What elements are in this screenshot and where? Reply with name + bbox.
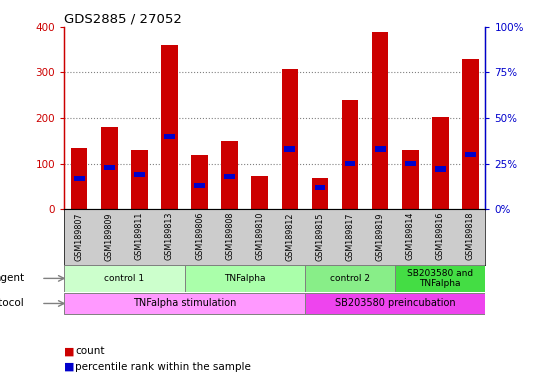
- Text: GSM189818: GSM189818: [466, 212, 475, 260]
- Text: SB203580 and
TNFalpha: SB203580 and TNFalpha: [407, 269, 473, 288]
- Bar: [191, 155, 208, 209]
- Text: GSM189807: GSM189807: [75, 212, 84, 261]
- Bar: [282, 69, 298, 209]
- Bar: [462, 59, 479, 209]
- Bar: [432, 117, 449, 209]
- Text: GSM189814: GSM189814: [406, 212, 415, 260]
- Bar: [185, 265, 305, 291]
- Bar: [305, 293, 485, 314]
- Text: GSM189819: GSM189819: [376, 212, 384, 261]
- Bar: [402, 150, 418, 209]
- Text: TNFalpha: TNFalpha: [224, 274, 266, 283]
- Bar: [224, 174, 235, 179]
- Bar: [252, 176, 268, 209]
- Text: GSM189809: GSM189809: [105, 212, 114, 261]
- Text: agent: agent: [0, 273, 24, 283]
- Bar: [194, 183, 205, 188]
- Text: GSM189816: GSM189816: [436, 212, 445, 260]
- Text: ■: ■: [64, 346, 75, 356]
- Bar: [285, 146, 295, 152]
- Text: protocol: protocol: [0, 298, 24, 308]
- Text: GSM189813: GSM189813: [165, 212, 174, 260]
- Bar: [164, 134, 175, 139]
- Text: GDS2885 / 27052: GDS2885 / 27052: [64, 13, 182, 26]
- Bar: [74, 175, 85, 181]
- Bar: [131, 150, 148, 209]
- Bar: [305, 265, 395, 291]
- Bar: [315, 185, 325, 190]
- Text: count: count: [75, 346, 105, 356]
- Text: ■: ■: [64, 362, 75, 372]
- Bar: [372, 32, 388, 209]
- Text: GSM189808: GSM189808: [225, 212, 234, 260]
- Bar: [64, 265, 185, 291]
- Text: GSM189811: GSM189811: [135, 212, 144, 260]
- Bar: [341, 100, 358, 209]
- Bar: [345, 161, 355, 166]
- Text: GSM189806: GSM189806: [195, 212, 204, 260]
- Bar: [71, 148, 88, 209]
- Text: control 1: control 1: [104, 274, 145, 283]
- Text: SB203580 preincubation: SB203580 preincubation: [335, 298, 455, 308]
- Bar: [465, 152, 476, 157]
- Bar: [161, 45, 178, 209]
- Bar: [134, 172, 145, 177]
- Bar: [222, 141, 238, 209]
- Text: GSM189817: GSM189817: [345, 212, 354, 261]
- Bar: [312, 178, 328, 209]
- Text: control 2: control 2: [330, 274, 370, 283]
- Bar: [405, 161, 416, 166]
- Bar: [101, 127, 118, 209]
- Text: GSM189810: GSM189810: [255, 212, 264, 260]
- Text: TNFalpha stimulation: TNFalpha stimulation: [133, 298, 236, 308]
- Text: GSM189812: GSM189812: [285, 212, 295, 261]
- Bar: [64, 293, 305, 314]
- Text: percentile rank within the sample: percentile rank within the sample: [75, 362, 251, 372]
- Bar: [375, 146, 386, 152]
- Bar: [435, 166, 446, 172]
- Text: GSM189815: GSM189815: [315, 212, 324, 261]
- Bar: [104, 165, 115, 170]
- Bar: [395, 265, 485, 291]
